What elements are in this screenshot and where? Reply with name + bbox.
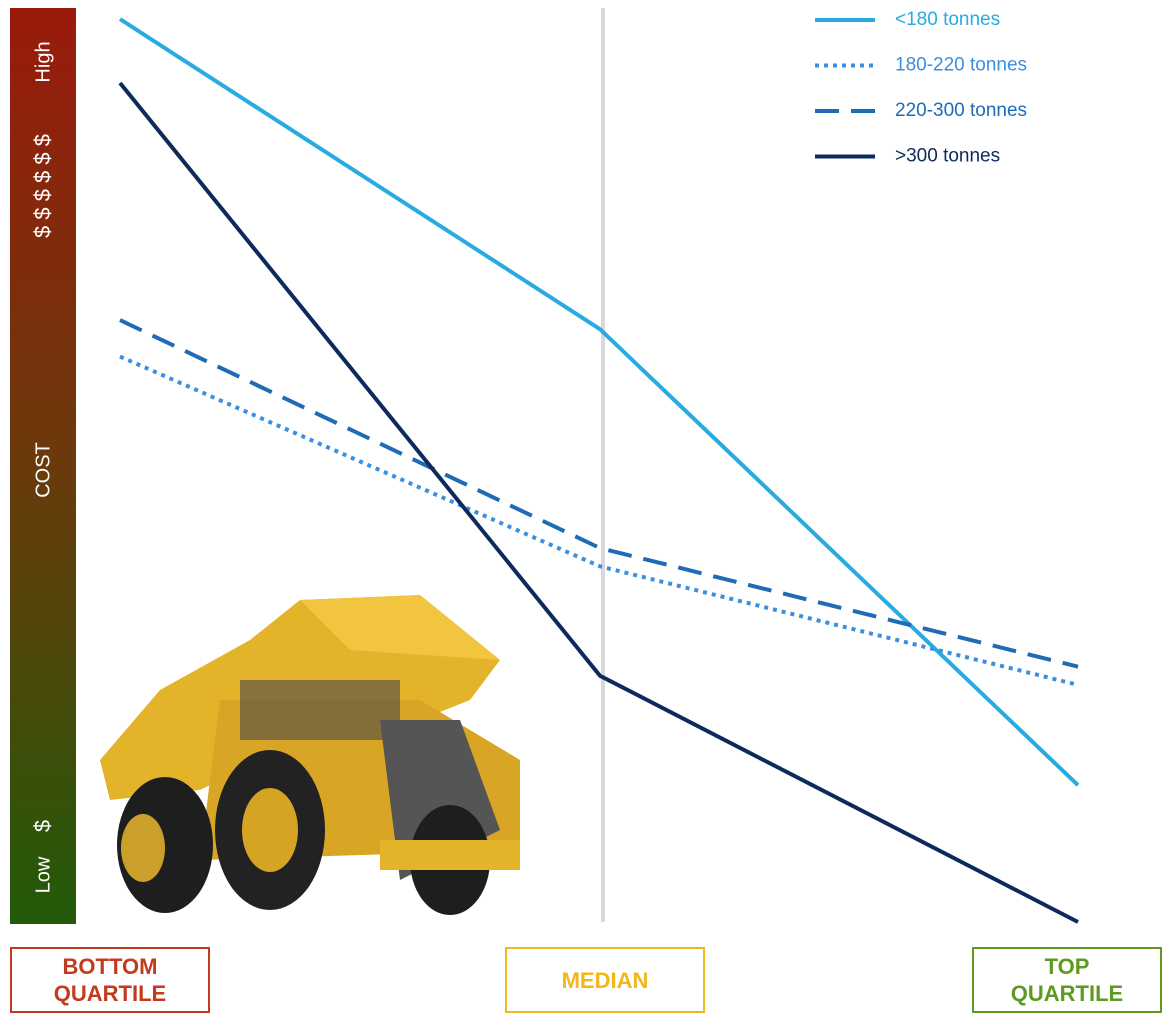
y-low-symbol: $ <box>30 820 55 832</box>
category-box: TOP QUARTILE <box>972 947 1162 1013</box>
y-high-label: High <box>32 41 54 82</box>
series-line <box>118 17 1080 787</box>
legend-label: 180-220 tonnes <box>895 55 1027 76</box>
series-line <box>118 81 1079 924</box>
cost-bar <box>10 8 76 924</box>
series-line <box>119 318 1079 669</box>
legend-label: >300 tonnes <box>895 146 1000 167</box>
x-tick-label: MEDIAN <box>561 967 649 993</box>
category-box: MEDIAN <box>505 947 705 1013</box>
x-tick-label: BOTTOM QUARTILE <box>53 954 167 1006</box>
y-axis-label: COST <box>32 442 54 498</box>
legend-label: 220-300 tonnes <box>895 100 1027 121</box>
legend-label: <180 tonnes <box>895 9 1000 30</box>
y-low-label: Low <box>32 856 54 893</box>
series-line <box>119 354 1079 687</box>
y-high-symbols: $ $ $ $ $ $ <box>30 134 55 238</box>
category-box: BOTTOM QUARTILE <box>10 947 210 1013</box>
truck <box>100 595 520 915</box>
x-tick-label: TOP QUARTILE <box>1010 954 1124 1006</box>
